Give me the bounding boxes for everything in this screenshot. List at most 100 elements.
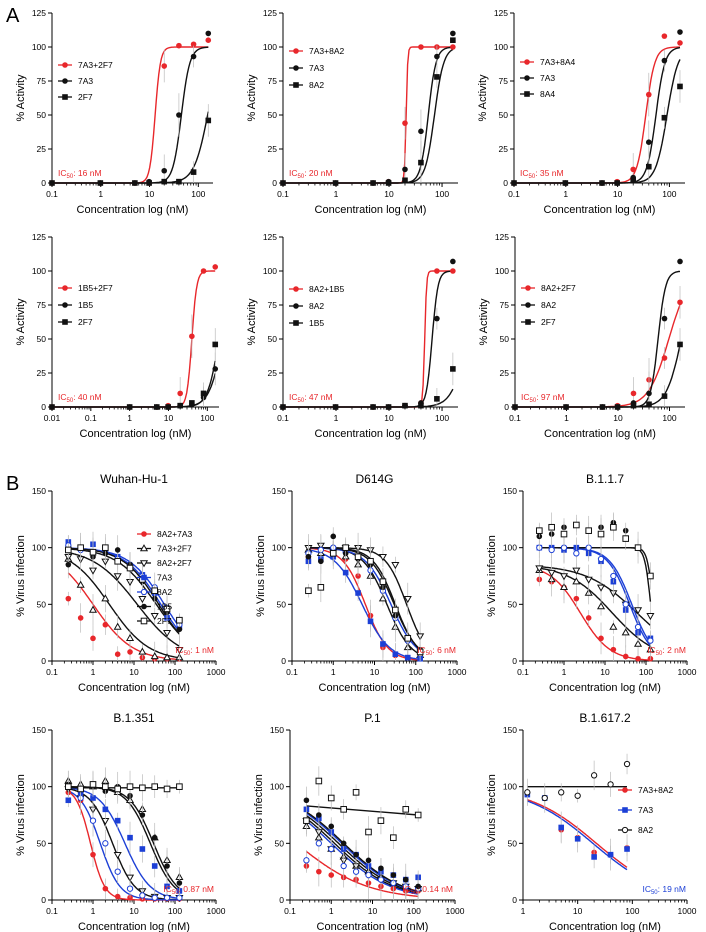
x-tick-label: 1 bbox=[563, 189, 568, 199]
fit-curve bbox=[306, 811, 419, 893]
data-point bbox=[139, 560, 149, 568]
data-point bbox=[138, 595, 147, 604]
x-tick-label: 1000 bbox=[678, 667, 697, 677]
ic50-value: : 35 nM bbox=[535, 168, 563, 178]
data-point bbox=[403, 595, 412, 604]
data-point bbox=[541, 794, 548, 802]
data-point bbox=[305, 553, 312, 560]
chart-1: 0 25 50 75 100 125 0.1 1 10 100 Concentration log … bbox=[246, 8, 458, 216]
data-point bbox=[150, 612, 159, 621]
ic50-subscript: 50 bbox=[67, 174, 74, 180]
x-tick-label: 10 bbox=[384, 413, 394, 423]
ic50-prefix: IC bbox=[58, 392, 67, 402]
data-point bbox=[140, 617, 148, 625]
legend-label: 7A3 bbox=[540, 73, 555, 83]
data-point bbox=[370, 404, 376, 410]
data-point bbox=[212, 341, 219, 348]
data-point bbox=[102, 806, 109, 813]
data-point bbox=[367, 557, 374, 565]
data-point bbox=[585, 544, 592, 551]
data-point bbox=[450, 258, 456, 265]
ic50-prefix: IC bbox=[175, 645, 184, 655]
y-tick-label: 25 bbox=[37, 368, 47, 378]
data-point bbox=[630, 177, 636, 184]
data-point bbox=[139, 846, 146, 852]
series bbox=[49, 328, 219, 410]
data-point bbox=[591, 854, 597, 860]
chart-6: 0 50 100 150 0.1 1 10 100 1000 Concentration log … bbox=[15, 472, 226, 694]
series bbox=[280, 37, 456, 186]
y-axis-label: % Activity bbox=[478, 298, 490, 346]
x-tick-label: 1 bbox=[329, 906, 334, 916]
chart-10: 0 50 100 150 0.1 1 10 100 1000 Concentration log … bbox=[253, 711, 465, 932]
data-point bbox=[573, 521, 580, 529]
data-point bbox=[189, 400, 195, 406]
data-point bbox=[114, 785, 121, 793]
data-point bbox=[327, 794, 335, 802]
legend-label: 7A3 bbox=[638, 805, 653, 815]
data-point bbox=[90, 795, 96, 801]
fit-curve bbox=[305, 817, 419, 895]
chart-3: 0 25 50 75 100 125 0.01 0.1 1 10 100 Concentration … bbox=[15, 232, 219, 440]
y-tick-label: 0 bbox=[41, 895, 46, 905]
y-tick-label: 125 bbox=[494, 8, 508, 18]
ic50-label: IC50: 19 nM bbox=[642, 884, 686, 896]
y-axis-label: % Virus infection bbox=[486, 774, 498, 856]
fit-curve bbox=[305, 814, 419, 894]
data-point bbox=[630, 390, 637, 397]
data-point bbox=[677, 40, 683, 46]
data-point bbox=[200, 390, 207, 397]
ic50-value: : 6 nM bbox=[432, 645, 456, 655]
x-tick-label: 0.1 bbox=[509, 413, 521, 423]
panel-label-a: A bbox=[6, 5, 20, 27]
ic50-label: IC50: 1 nM bbox=[175, 645, 214, 657]
y-tick-label: 50 bbox=[508, 599, 518, 609]
chart-title: P.1 bbox=[364, 711, 381, 725]
data-point bbox=[139, 892, 146, 899]
data-point bbox=[535, 565, 544, 573]
data-point bbox=[404, 654, 411, 661]
data-point bbox=[340, 840, 347, 847]
data-point bbox=[114, 893, 121, 900]
chart-title: B.1.1.7 bbox=[586, 472, 624, 486]
data-point bbox=[559, 582, 569, 591]
data-point bbox=[200, 268, 207, 274]
x-tick-label: 100 bbox=[625, 906, 639, 916]
ic50-value: : 97 nM bbox=[536, 392, 564, 402]
data-point bbox=[385, 180, 392, 186]
data-point bbox=[65, 783, 72, 790]
series bbox=[280, 258, 456, 410]
ic50-label: IC50: 40 nM bbox=[58, 392, 102, 404]
data-point bbox=[280, 180, 286, 186]
y-tick-label: 25 bbox=[268, 368, 278, 378]
legend-label: 8A2+2F7 bbox=[157, 558, 192, 568]
ic50-subscript: 50 bbox=[298, 174, 305, 180]
series bbox=[303, 833, 422, 899]
fit-curve bbox=[514, 46, 680, 184]
series bbox=[49, 37, 212, 186]
y-tick-label: 0 bbox=[41, 656, 46, 666]
fit-curve bbox=[52, 46, 209, 184]
fit-curve bbox=[305, 820, 419, 895]
fit-curve bbox=[68, 547, 180, 635]
y-tick-label: 50 bbox=[275, 838, 285, 848]
data-point bbox=[598, 635, 604, 642]
ic50-prefix: IC bbox=[642, 884, 651, 894]
data-point bbox=[574, 836, 581, 842]
fit-curve bbox=[283, 48, 454, 184]
data-point bbox=[132, 180, 138, 186]
data-point bbox=[161, 178, 168, 185]
data-point bbox=[352, 868, 360, 875]
data-point bbox=[380, 641, 386, 647]
ic50-label: IC50: 97 nM bbox=[521, 392, 565, 404]
data-point bbox=[450, 268, 456, 274]
x-tick-label: 0.1 bbox=[277, 189, 289, 199]
data-point bbox=[125, 874, 135, 882]
data-point bbox=[607, 851, 614, 858]
ic50-value: : 20 nM bbox=[304, 168, 332, 178]
data-point bbox=[163, 605, 171, 613]
data-point bbox=[525, 285, 531, 291]
data-point bbox=[524, 75, 530, 81]
data-point bbox=[597, 555, 605, 563]
data-point bbox=[303, 817, 310, 824]
